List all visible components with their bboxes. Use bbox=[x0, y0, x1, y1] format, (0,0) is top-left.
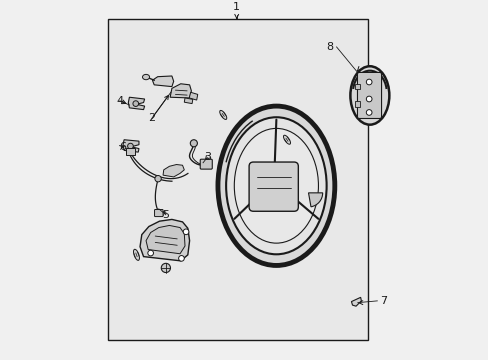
Circle shape bbox=[155, 175, 161, 182]
Text: 6: 6 bbox=[119, 142, 125, 152]
Polygon shape bbox=[170, 84, 191, 98]
FancyBboxPatch shape bbox=[154, 210, 163, 217]
Polygon shape bbox=[351, 297, 361, 306]
Circle shape bbox=[183, 229, 188, 235]
Ellipse shape bbox=[225, 117, 326, 254]
Bar bbox=[108, 19, 367, 340]
Circle shape bbox=[190, 140, 197, 147]
Ellipse shape bbox=[219, 111, 226, 120]
Bar bbox=[354, 102, 360, 107]
Wedge shape bbox=[308, 193, 322, 207]
Ellipse shape bbox=[234, 129, 318, 243]
Polygon shape bbox=[184, 98, 192, 104]
Text: 4: 4 bbox=[116, 96, 123, 106]
Text: 3: 3 bbox=[203, 152, 210, 162]
Bar bbox=[354, 84, 360, 89]
Ellipse shape bbox=[142, 75, 149, 80]
Text: 8: 8 bbox=[325, 42, 332, 52]
Circle shape bbox=[366, 96, 371, 102]
Circle shape bbox=[127, 143, 133, 149]
Ellipse shape bbox=[218, 106, 334, 265]
Polygon shape bbox=[152, 76, 173, 87]
Polygon shape bbox=[146, 225, 184, 254]
Polygon shape bbox=[128, 97, 144, 110]
Circle shape bbox=[147, 250, 153, 256]
FancyBboxPatch shape bbox=[248, 162, 298, 211]
FancyBboxPatch shape bbox=[200, 159, 212, 169]
Circle shape bbox=[366, 110, 371, 115]
Ellipse shape bbox=[350, 66, 388, 125]
Text: 5: 5 bbox=[162, 210, 169, 220]
Circle shape bbox=[178, 256, 184, 261]
Polygon shape bbox=[163, 165, 184, 177]
Text: 7: 7 bbox=[379, 296, 386, 306]
Polygon shape bbox=[123, 140, 139, 152]
FancyBboxPatch shape bbox=[357, 72, 381, 118]
Circle shape bbox=[161, 263, 170, 273]
Ellipse shape bbox=[283, 135, 290, 144]
Polygon shape bbox=[140, 219, 189, 261]
Ellipse shape bbox=[133, 249, 139, 260]
Text: 1: 1 bbox=[233, 2, 240, 12]
Circle shape bbox=[366, 79, 371, 85]
Text: 2: 2 bbox=[148, 113, 155, 123]
Circle shape bbox=[133, 101, 138, 107]
FancyBboxPatch shape bbox=[126, 148, 135, 155]
Polygon shape bbox=[189, 92, 197, 100]
